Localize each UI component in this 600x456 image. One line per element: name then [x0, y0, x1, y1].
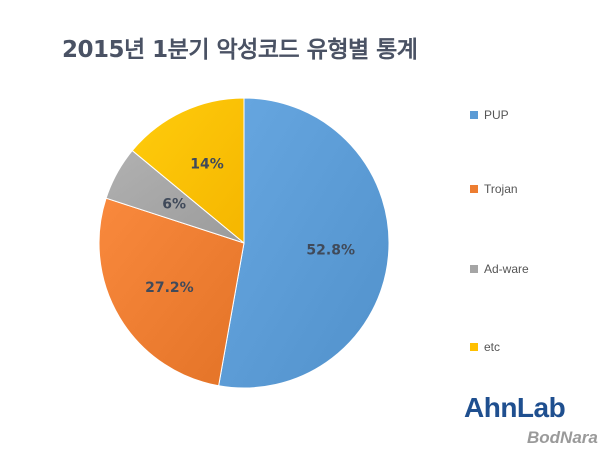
data-label-pup: 52.8%: [306, 243, 355, 259]
legend-label: Trojan: [484, 182, 518, 196]
data-label-trojan: 27.2%: [145, 280, 194, 296]
legend-item-trojan: Trojan: [470, 182, 518, 196]
legend-item-ad-ware: Ad-ware: [470, 262, 529, 276]
pie-slice-pup: [218, 97, 390, 389]
legend-label: Ad-ware: [484, 262, 529, 276]
legend-item-pup: PUP: [470, 108, 509, 122]
legend-item-etc: etc: [470, 340, 500, 354]
data-label-ad-ware: 6%: [162, 197, 186, 213]
chart-title: 2015년 1분기 악성코드 유형별 통계: [62, 37, 418, 63]
legend-label: PUP: [484, 108, 509, 122]
legend-swatch: [470, 343, 478, 351]
legend-label: etc: [484, 340, 501, 354]
legend-swatch: [470, 111, 478, 119]
ahnlab-logo: AhnLab: [464, 392, 566, 423]
data-label-etc: 14%: [190, 156, 224, 172]
pie-slice-trojan: [98, 197, 245, 387]
legend-swatch: [470, 185, 478, 193]
pie-slice-etc: [131, 97, 245, 245]
legend-swatch: [470, 265, 478, 273]
bodnara-watermark: BodNara: [527, 428, 598, 447]
